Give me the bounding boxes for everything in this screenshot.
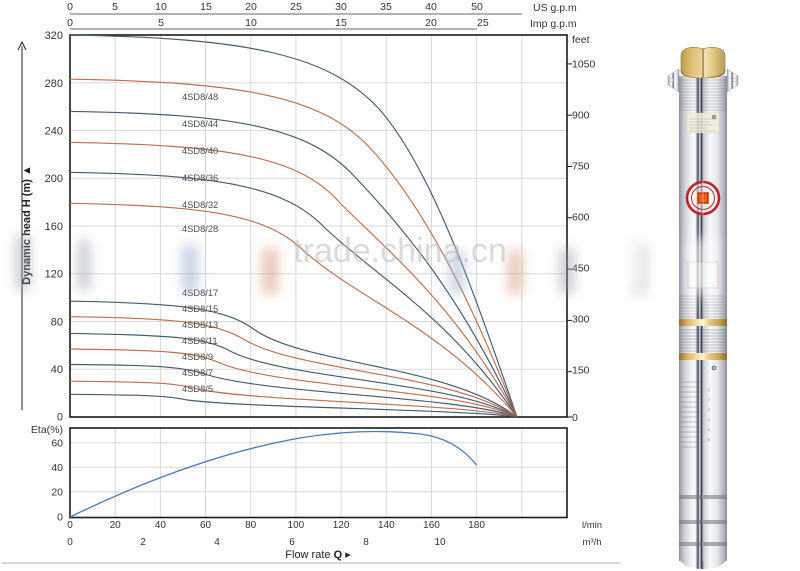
svg-text:15: 15 <box>200 1 212 13</box>
svg-text:Eta(%): Eta(%) <box>31 424 63 436</box>
svg-text:1050: 1050 <box>572 59 596 71</box>
svg-text:0: 0 <box>57 412 63 424</box>
svg-text:4SD8/32: 4SD8/32 <box>182 200 218 210</box>
svg-text:900: 900 <box>572 110 590 122</box>
svg-text:m³/h: m³/h <box>583 537 602 548</box>
svg-text:US g.p.m: US g.p.m <box>533 2 577 14</box>
svg-text:4SD8/9: 4SD8/9 <box>182 352 213 362</box>
svg-text:25: 25 <box>290 1 302 13</box>
svg-text:120: 120 <box>333 520 350 531</box>
svg-text:4SD8/44: 4SD8/44 <box>182 119 218 129</box>
svg-text:0: 0 <box>57 512 63 524</box>
svg-text:25: 25 <box>477 17 489 29</box>
svg-text:0: 0 <box>67 1 73 13</box>
svg-text:4SD8/40: 4SD8/40 <box>182 146 218 156</box>
svg-text:0: 0 <box>67 537 73 548</box>
svg-text:4: 4 <box>708 418 710 422</box>
svg-text:20: 20 <box>51 487 63 499</box>
svg-text:Flow rate Q ▸: Flow rate Q ▸ <box>285 549 351 561</box>
svg-text:60: 60 <box>51 438 63 450</box>
svg-text:4SD8/36: 4SD8/36 <box>182 173 218 183</box>
svg-text:Imp g.p.m: Imp g.p.m <box>530 18 577 30</box>
svg-text:300: 300 <box>572 314 590 326</box>
svg-text:50: 50 <box>471 1 483 13</box>
svg-text:600: 600 <box>572 212 590 224</box>
svg-text:2: 2 <box>140 537 146 548</box>
svg-text:750: 750 <box>572 161 590 173</box>
svg-text:0: 0 <box>67 17 73 29</box>
svg-text:5: 5 <box>158 17 164 29</box>
svg-text:140: 140 <box>378 520 395 531</box>
svg-text:40: 40 <box>51 364 63 376</box>
svg-text:5: 5 <box>708 428 710 432</box>
svg-text:150: 150 <box>572 365 590 377</box>
svg-text:4SD8/48: 4SD8/48 <box>182 92 218 102</box>
svg-text:40: 40 <box>425 1 437 13</box>
svg-text:1: 1 <box>708 388 710 392</box>
svg-text:10: 10 <box>434 537 446 548</box>
svg-text:4SD8/11: 4SD8/11 <box>182 336 218 346</box>
svg-text:6: 6 <box>708 438 710 442</box>
svg-text:160: 160 <box>423 520 440 531</box>
svg-text:trade.china.cn: trade.china.cn <box>293 232 507 270</box>
svg-text:20: 20 <box>425 17 437 29</box>
svg-text:450: 450 <box>572 263 590 275</box>
svg-text:35: 35 <box>380 1 392 13</box>
svg-text:40: 40 <box>155 520 167 531</box>
svg-text:4: 4 <box>214 537 220 548</box>
svg-text:4SD8/28: 4SD8/28 <box>182 224 218 234</box>
svg-text:15: 15 <box>335 17 347 29</box>
svg-text:0: 0 <box>67 520 73 531</box>
svg-text:l/min: l/min <box>582 520 602 531</box>
svg-text:10: 10 <box>155 1 167 13</box>
svg-text:240: 240 <box>45 126 63 138</box>
svg-text:feet: feet <box>572 34 590 46</box>
svg-text:200: 200 <box>45 173 63 185</box>
svg-text:320: 320 <box>45 30 63 42</box>
svg-text:0: 0 <box>572 412 578 424</box>
svg-text:2: 2 <box>708 398 710 402</box>
svg-text:160: 160 <box>45 221 63 233</box>
svg-text:5: 5 <box>112 1 118 13</box>
svg-text:4SD8/13: 4SD8/13 <box>182 320 218 330</box>
svg-text:80: 80 <box>245 520 257 531</box>
svg-text:10: 10 <box>245 17 257 29</box>
svg-text:4SD8/15: 4SD8/15 <box>182 304 218 314</box>
svg-text:20: 20 <box>245 1 257 13</box>
svg-text:280: 280 <box>45 78 63 90</box>
svg-text:120: 120 <box>45 269 63 281</box>
svg-text:60: 60 <box>200 520 212 531</box>
svg-text:8: 8 <box>363 537 369 548</box>
svg-text:4SD8/5: 4SD8/5 <box>182 384 213 394</box>
svg-text:100: 100 <box>288 520 305 531</box>
svg-text:3: 3 <box>708 408 710 412</box>
svg-text:180: 180 <box>468 520 485 531</box>
svg-text:40: 40 <box>51 462 63 474</box>
svg-text:20: 20 <box>110 520 122 531</box>
svg-text:80: 80 <box>51 317 63 329</box>
svg-text:4SD8/7: 4SD8/7 <box>182 368 213 378</box>
svg-text:6: 6 <box>289 537 295 548</box>
svg-text:30: 30 <box>335 1 347 13</box>
